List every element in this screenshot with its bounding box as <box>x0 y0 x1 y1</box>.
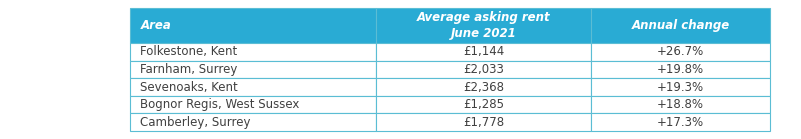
Bar <box>376 43 591 61</box>
Bar <box>591 43 770 61</box>
Text: £1,285: £1,285 <box>463 98 504 111</box>
Text: Camberley, Surrey: Camberley, Surrey <box>140 116 251 129</box>
Text: Area: Area <box>140 19 171 32</box>
Text: Farnham, Surrey: Farnham, Surrey <box>140 63 238 76</box>
Text: £1,778: £1,778 <box>463 116 504 129</box>
Text: +19.3%: +19.3% <box>657 80 704 94</box>
Text: Folkestone, Kent: Folkestone, Kent <box>140 45 238 58</box>
Text: +18.8%: +18.8% <box>657 98 704 111</box>
Bar <box>130 43 376 61</box>
Bar <box>591 96 770 113</box>
Bar <box>376 8 591 43</box>
Bar <box>376 113 591 131</box>
Bar <box>376 96 591 113</box>
Bar <box>130 96 376 113</box>
Text: +19.8%: +19.8% <box>657 63 704 76</box>
Text: Annual change: Annual change <box>631 19 730 32</box>
Text: +26.7%: +26.7% <box>657 45 704 58</box>
Text: +17.3%: +17.3% <box>657 116 704 129</box>
Text: Average asking rent
June 2021: Average asking rent June 2021 <box>417 11 550 40</box>
Bar <box>130 61 376 78</box>
Text: Bognor Regis, West Sussex: Bognor Regis, West Sussex <box>140 98 300 111</box>
Text: £2,368: £2,368 <box>463 80 504 94</box>
Bar <box>376 61 591 78</box>
Bar <box>130 113 376 131</box>
Bar <box>376 78 591 96</box>
Bar <box>591 78 770 96</box>
Text: £1,144: £1,144 <box>463 45 504 58</box>
Bar <box>591 61 770 78</box>
Bar <box>591 113 770 131</box>
Bar <box>591 8 770 43</box>
Bar <box>130 78 376 96</box>
Text: £2,033: £2,033 <box>463 63 504 76</box>
Text: Sevenoaks, Kent: Sevenoaks, Kent <box>140 80 238 94</box>
Bar <box>130 8 376 43</box>
